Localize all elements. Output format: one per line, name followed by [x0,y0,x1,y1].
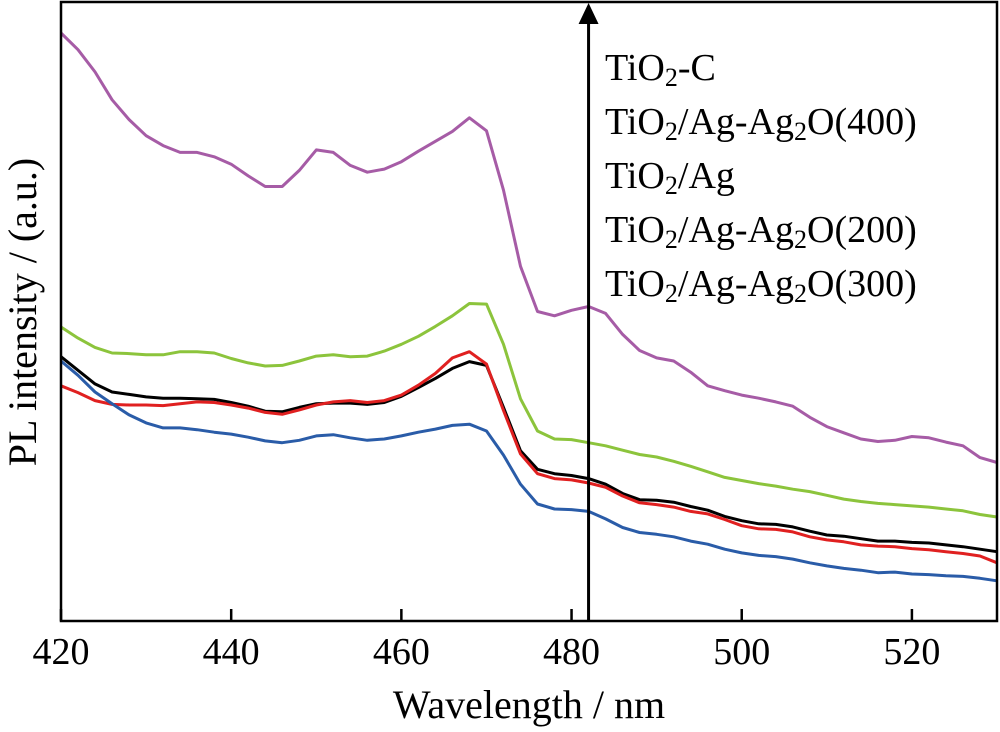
x-tick-label-440: 440 [203,631,260,673]
series-layer [59,31,998,583]
x-tick-label-520: 520 [883,631,940,673]
plot-frame [59,0,999,623]
series-line-2 [60,302,998,519]
series-line-4 [60,350,998,565]
legend-entry-1: TiO2-C [605,47,716,92]
series-line-1 [59,31,998,464]
legend-entry-5: TiO2/Ag-Ag2O(300) [605,263,917,308]
y-axis-title: PL intensity / (a.u.) [0,158,45,466]
legend-entry-2: TiO2/Ag-Ag2O(400) [605,101,917,146]
arrow-head-icon [578,3,599,24]
x-axis-ticks: 420 440 460 480 500 520 [33,609,940,673]
series-line-3 [60,355,998,554]
legend-entry-3: TiO2/Ag [605,155,735,200]
legend: TiO2-C TiO2/Ag-Ag2O(400) TiO2/Ag TiO2/Ag-Ag… [605,47,917,308]
x-tick-label-500: 500 [713,631,770,673]
x-tick-label-480: 480 [543,631,600,673]
x-axis-title: Wavelength / nm [393,682,665,727]
x-tick-label-420: 420 [33,631,90,673]
legend-entry-4: TiO2/Ag-Ag2O(200) [605,209,917,254]
x-tick-label-460: 460 [373,631,430,673]
series-line-5 [60,359,998,583]
